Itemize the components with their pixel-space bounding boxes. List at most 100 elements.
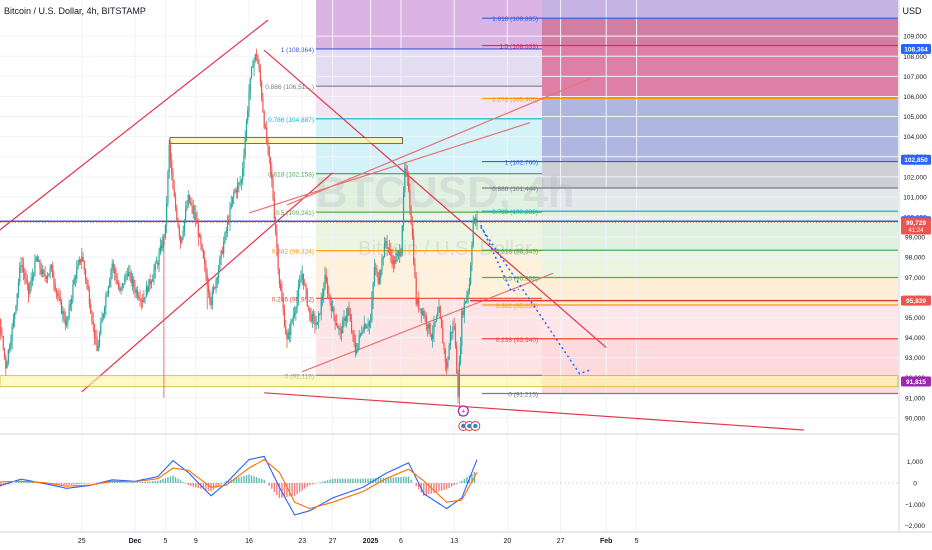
macd-hist-114 xyxy=(240,476,243,483)
macd-hist-119 xyxy=(253,476,255,483)
candle-body-147 xyxy=(138,296,140,299)
fib-right-zone-0 xyxy=(542,0,898,19)
candle-body-43 xyxy=(6,361,8,369)
macd-series-1 xyxy=(0,458,478,510)
macd-hist-198 xyxy=(453,483,455,486)
macd-hist-199 xyxy=(456,483,458,484)
macd-hist-99 xyxy=(202,483,205,490)
macd-hist-68 xyxy=(124,482,126,483)
trendline-5 xyxy=(248,121,531,214)
macd-hist-67 xyxy=(121,481,124,483)
macd-hist-200 xyxy=(458,482,460,483)
macd-hist-69 xyxy=(126,482,129,483)
macd-hist-145 xyxy=(319,482,321,483)
candle-body-249 xyxy=(267,142,269,147)
candle-body-163 xyxy=(158,253,160,265)
symbol-title: Bitcoin / U.S. Dollar, 4h, BITSTAMP xyxy=(4,6,146,16)
fib-right-zone-1 xyxy=(542,18,898,46)
candle-body-266 xyxy=(288,332,291,335)
trendline-6 xyxy=(286,77,592,206)
candle-body-386 xyxy=(440,317,443,329)
candle-body-110 xyxy=(91,313,93,321)
macd-hist-113 xyxy=(238,477,240,483)
candle-body-209 xyxy=(216,277,218,280)
macd-hist-122 xyxy=(260,478,263,483)
candle-body-269 xyxy=(292,315,294,321)
fib-left-label-0: 1 (108,364) xyxy=(281,47,314,54)
candle-body-394 xyxy=(451,331,453,334)
event-flag-dot-1 xyxy=(467,423,472,429)
macd-hist-83 xyxy=(162,479,164,483)
candle-body-301 xyxy=(333,307,335,316)
candle-body-247 xyxy=(264,127,267,129)
candle-body-336 xyxy=(377,272,379,284)
price-label-3: 99,729 xyxy=(906,220,926,227)
candle-body-159 xyxy=(153,270,155,279)
candle-body-208 xyxy=(215,279,217,289)
price-tick-7: 97,000 xyxy=(905,275,925,282)
candle-body-248 xyxy=(266,127,268,143)
macd-hist-19 xyxy=(0,483,2,487)
candle-body-254 xyxy=(273,199,275,219)
candle-body-133 xyxy=(120,287,122,291)
candle-body-241 xyxy=(257,56,259,64)
macd-hist-44 xyxy=(63,483,65,485)
candle-body-181 xyxy=(181,237,183,243)
candle-body-377 xyxy=(429,323,431,336)
macd-hist-151 xyxy=(334,478,336,483)
candle-body-331 xyxy=(371,300,373,321)
fib-right-label-6: 0.618 (98,345) xyxy=(496,248,538,255)
candle-body-289 xyxy=(318,313,320,322)
candle-body-359 xyxy=(406,171,408,178)
watermark-ticker: BTCUSD, 4h xyxy=(315,168,574,217)
candle-body-275 xyxy=(300,279,302,283)
candle-body-111 xyxy=(92,320,94,324)
candle-body-67 xyxy=(36,257,39,262)
macd-hist-51 xyxy=(81,483,83,484)
candle-body-221 xyxy=(231,196,234,204)
macd-hist-183 xyxy=(415,483,417,487)
event-markers[interactable]: + xyxy=(457,405,481,431)
fib-lines: 1 (108,364) 0.886 (106,51…) 0.786 (104,887… xyxy=(265,16,898,399)
candle-body-69 xyxy=(39,260,41,270)
macd-hist-70 xyxy=(129,482,131,483)
candle-body-188 xyxy=(190,202,192,205)
candle-body-368 xyxy=(418,299,420,309)
candle-body-128 xyxy=(114,266,116,274)
candle-body-390 xyxy=(446,362,448,368)
time-tick-3: 9 xyxy=(194,538,198,545)
macd-hist-97 xyxy=(197,483,200,488)
macd-hist-186 xyxy=(423,483,425,496)
candle-body-175 xyxy=(173,189,175,197)
trendline-3 xyxy=(264,392,804,431)
candle-body-210 xyxy=(218,268,220,278)
candle-body-182 xyxy=(182,231,184,238)
fib-right-label-2: 1.272 (105,900) xyxy=(492,96,538,103)
event-plus-icon[interactable] xyxy=(457,405,469,417)
time-tick-2: 5 xyxy=(163,538,167,545)
candle-body-270 xyxy=(294,313,296,316)
candle-body-276 xyxy=(301,273,303,280)
candle-body-149 xyxy=(140,300,142,302)
macd-hist-46 xyxy=(68,483,70,485)
candle-body-225 xyxy=(237,184,239,193)
macd-hist-162 xyxy=(362,478,364,483)
candle-body-298 xyxy=(329,294,331,303)
macd-tick-0: 1,000 xyxy=(907,459,924,466)
candle-body-157 xyxy=(150,281,153,285)
event-flag-dot-2 xyxy=(473,423,478,429)
candle-body-376 xyxy=(428,323,430,329)
candle-body-141 xyxy=(130,272,132,284)
price-tick-8: 98,000 xyxy=(905,255,925,262)
macd-hist-94 xyxy=(190,483,192,486)
candle-body-39 xyxy=(1,335,3,337)
candle-body-316 xyxy=(352,331,354,334)
candle-body-246 xyxy=(263,111,265,128)
candle-body-77 xyxy=(49,268,51,274)
trendline-2 xyxy=(263,49,607,349)
candle-body-285 xyxy=(313,313,315,317)
candle-body-71 xyxy=(41,270,44,274)
candle-body-398 xyxy=(456,345,458,374)
candle-body-215 xyxy=(224,232,226,243)
candle-body-154 xyxy=(147,286,149,293)
